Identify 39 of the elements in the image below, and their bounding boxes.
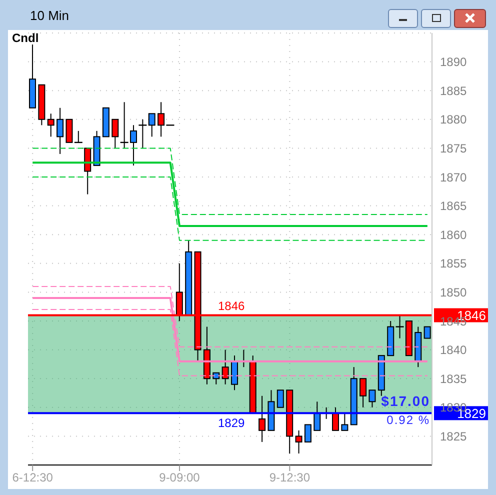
candlestick: [212, 372, 220, 385]
y-tick-label: 1870: [440, 170, 468, 184]
y-tick-label: 1855: [440, 256, 468, 271]
annotation: Cndl: [12, 31, 39, 45]
y-tick-label: 1890: [440, 55, 468, 70]
y-tick-label: 1850: [440, 285, 468, 300]
candlestick: [47, 113, 54, 138]
y-tick-label: 1865: [440, 199, 468, 214]
candlestick: [112, 118, 119, 149]
x-tick-label: 9-12:30: [269, 470, 310, 485]
candlestick: [66, 118, 73, 143]
y-tick-label: 1840: [440, 343, 468, 358]
candlestick: [368, 390, 376, 408]
y-tick-label: 1880: [440, 112, 468, 127]
candlestick: [341, 412, 348, 431]
y-tick-label: 1835: [440, 372, 468, 386]
candlestick: [148, 113, 156, 138]
candlestick: [332, 406, 339, 431]
y-tick-label: 1875: [440, 141, 468, 156]
y-tick-label: 1825: [440, 429, 468, 444]
ref-line-label: 1846: [218, 299, 246, 314]
candlestick: [222, 349, 229, 385]
ref-line-label: 1829: [218, 416, 246, 430]
candlestick: [314, 401, 321, 431]
candlestick: [295, 430, 302, 454]
candlestick: [258, 395, 266, 442]
annotation: 0.92 %: [386, 413, 430, 427]
x-tick-label: 6-12:30: [12, 470, 54, 485]
chart-title: 10 Min: [30, 8, 70, 23]
y-tick-label: 1885: [440, 84, 468, 98]
x-tick-label: 9-09:00: [159, 470, 200, 485]
candlestick: [276, 390, 284, 408]
candlestick: [424, 326, 431, 339]
annotation: $17.00: [381, 393, 430, 409]
candlestick: [304, 424, 312, 442]
candlestick: [360, 378, 367, 408]
candlestick: [56, 107, 64, 154]
candlestick: [231, 355, 238, 391]
y-tick-label: 1860: [440, 228, 468, 242]
